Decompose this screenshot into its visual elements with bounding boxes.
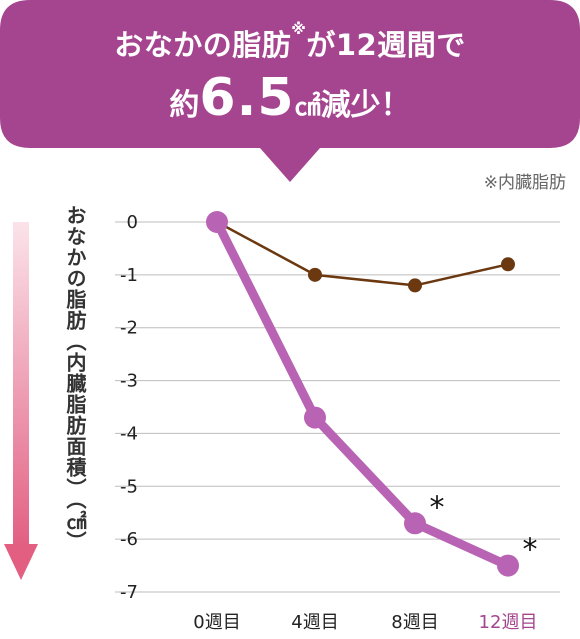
- data-point: [501, 257, 515, 272]
- y-tick-labels: 0 -1 -2 -3 -4 -5 -6 -7: [120, 212, 138, 603]
- headline-suffix: 減少！: [320, 88, 411, 123]
- data-point: [206, 211, 228, 233]
- headline-rest: が12週間で: [306, 28, 466, 62]
- y-tick-label: 0: [127, 212, 138, 233]
- y-tick-label: -7: [120, 582, 138, 603]
- x-tick-label: 0週目: [193, 612, 240, 633]
- x-tick-label: 4週目: [291, 612, 338, 633]
- y-tick-label: -6: [120, 529, 138, 550]
- significance-mark: *: [430, 490, 445, 525]
- y-tick-label: -1: [120, 265, 138, 286]
- series-line: [215, 220, 510, 287]
- y-tick-label: -4: [120, 423, 138, 444]
- headline-main: おなかの脂肪: [114, 28, 292, 62]
- y-tick-label: -5: [120, 476, 138, 497]
- x-tick-label: 12週目: [479, 612, 538, 633]
- data-point: [408, 278, 422, 293]
- significance-mark: *: [523, 533, 538, 568]
- x-tick-labels: 0週目 4週目 8週目 12週目: [193, 612, 537, 633]
- data-point: [497, 554, 519, 577]
- x-tick-label: 8週目: [391, 612, 438, 633]
- series-line: [212, 217, 513, 571]
- series-lines: **: [206, 211, 538, 577]
- y-axis-label: おなかの脂肪（内臓脂肪面積）（㎠）: [63, 205, 87, 552]
- speech-bubble: [0, 0, 580, 182]
- headline-line-1: おなかの脂肪※が12週間で: [0, 20, 580, 64]
- y-tick-label: -3: [120, 371, 138, 392]
- headline-footnote-mark: ※: [291, 20, 307, 38]
- data-point: [404, 512, 426, 535]
- data-point: [308, 267, 322, 282]
- headline-line-2: 約6.5㎠減少！: [0, 68, 580, 128]
- data-point: [304, 406, 326, 429]
- headline-banner: [0, 0, 580, 182]
- y-tick-label: -2: [120, 318, 138, 339]
- headline-value: 6.5: [199, 68, 295, 128]
- grid-lines: [115, 221, 560, 593]
- down-arrow-icon: [4, 222, 38, 580]
- headline-prefix: 約: [169, 88, 200, 123]
- headline-unit: ㎠: [294, 92, 321, 122]
- footnote: ※内臓脂肪: [483, 173, 566, 193]
